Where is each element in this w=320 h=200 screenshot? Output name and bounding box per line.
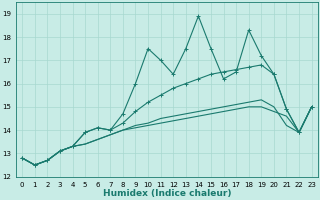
X-axis label: Humidex (Indice chaleur): Humidex (Indice chaleur) xyxy=(103,189,231,198)
